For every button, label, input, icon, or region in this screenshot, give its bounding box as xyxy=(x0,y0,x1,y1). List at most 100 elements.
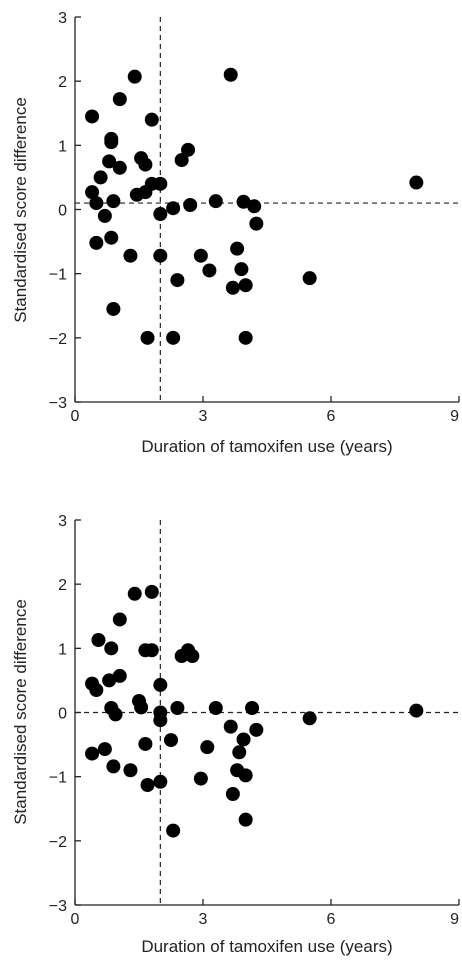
data-point xyxy=(153,774,168,789)
y-tick-label: 0 xyxy=(58,203,67,220)
data-point xyxy=(193,248,208,263)
data-points xyxy=(85,67,424,345)
data-point xyxy=(236,194,251,209)
data-point xyxy=(302,271,317,286)
data-point xyxy=(85,109,100,124)
data-point xyxy=(153,713,168,728)
data-point xyxy=(138,157,153,172)
y-tick-label: 3 xyxy=(58,513,67,530)
data-point xyxy=(238,768,253,783)
data-point xyxy=(236,732,251,747)
data-point xyxy=(185,649,200,664)
data-point xyxy=(238,278,253,293)
data-point xyxy=(112,668,127,683)
data-point xyxy=(85,746,100,761)
y-tick-label: −1 xyxy=(49,267,67,284)
data-point xyxy=(181,142,196,157)
data-point xyxy=(97,742,112,757)
x-ticks: 0 3 6 9 xyxy=(71,899,460,928)
y-tick-label: −3 xyxy=(49,395,67,412)
data-point xyxy=(144,112,159,127)
data-point xyxy=(170,701,185,716)
data-point xyxy=(202,263,217,278)
y-tick-label: 0 xyxy=(58,706,67,723)
data-point xyxy=(247,199,262,214)
data-point xyxy=(106,194,121,209)
x-tick-label: 0 xyxy=(71,408,80,425)
data-point xyxy=(249,722,264,737)
data-point xyxy=(89,235,104,250)
data-point xyxy=(166,823,181,838)
x-tick-label: 6 xyxy=(327,408,336,425)
data-point xyxy=(193,771,208,786)
data-point xyxy=(112,612,127,627)
data-point xyxy=(225,786,240,801)
data-point xyxy=(249,216,264,231)
data-point xyxy=(140,330,155,345)
data-point xyxy=(134,700,149,715)
data-point xyxy=(127,586,142,601)
top-scatter-plot: 3 2 1 0 −1 −2 −3 0 3 6 9 Duration of tamoxifen us… xyxy=(11,10,460,456)
data-points xyxy=(85,584,424,838)
data-point xyxy=(108,707,123,722)
data-point xyxy=(166,330,181,345)
data-point xyxy=(153,176,168,191)
data-point xyxy=(91,632,106,647)
data-point xyxy=(138,736,153,751)
data-point xyxy=(230,241,245,256)
data-point xyxy=(232,745,247,760)
x-tick-label: 6 xyxy=(327,911,336,928)
data-point xyxy=(302,711,317,726)
data-point xyxy=(144,643,159,658)
data-point xyxy=(102,673,117,688)
data-point xyxy=(238,812,253,827)
data-point xyxy=(102,154,117,169)
x-tick-label: 9 xyxy=(450,911,459,928)
data-point xyxy=(112,160,127,175)
x-tick-label: 3 xyxy=(199,408,208,425)
x-tick-label: 0 xyxy=(71,911,80,928)
data-point xyxy=(104,230,119,245)
data-point xyxy=(112,92,127,107)
data-point xyxy=(208,194,223,209)
data-point xyxy=(153,206,168,221)
data-point xyxy=(234,262,249,277)
data-point xyxy=(225,280,240,295)
y-tick-label: −2 xyxy=(49,834,67,851)
data-point xyxy=(238,330,253,345)
data-point xyxy=(93,170,108,185)
y-tick-label: −3 xyxy=(49,898,67,915)
data-point xyxy=(223,719,238,734)
y-tick-label: −2 xyxy=(49,331,67,348)
data-point xyxy=(104,641,119,656)
x-axis-title: Duration of tamoxifen use (years) xyxy=(141,437,392,456)
y-tick-label: 1 xyxy=(58,138,67,155)
x-tick-label: 9 xyxy=(450,408,459,425)
data-point xyxy=(123,248,138,263)
data-point xyxy=(123,763,138,778)
data-point xyxy=(223,67,238,82)
bottom-scatter-plot: 3 2 1 0 −1 −2 −3 0 3 6 9 Duration of tamoxifen us… xyxy=(11,513,460,956)
data-point xyxy=(144,584,159,599)
data-point xyxy=(97,208,112,223)
data-point xyxy=(89,196,104,211)
data-point xyxy=(200,740,215,755)
data-point xyxy=(174,153,189,168)
data-point xyxy=(208,701,223,716)
data-point xyxy=(127,69,142,84)
data-point xyxy=(164,733,178,748)
data-point xyxy=(153,677,168,692)
y-tick-label: 2 xyxy=(58,74,67,91)
y-ticks: 3 2 1 0 −1 −2 −3 xyxy=(49,10,81,412)
x-axis-title: Duration of tamoxifen use (years) xyxy=(141,937,392,956)
data-point xyxy=(409,175,424,190)
y-axis-title: Standardised score difference xyxy=(11,97,30,323)
y-tick-label: −1 xyxy=(49,770,67,787)
y-tick-label: 3 xyxy=(58,10,67,27)
data-point xyxy=(170,273,185,288)
data-point xyxy=(183,198,198,213)
data-point xyxy=(140,778,155,793)
data-point xyxy=(166,201,181,216)
y-tick-label: 2 xyxy=(58,577,67,594)
